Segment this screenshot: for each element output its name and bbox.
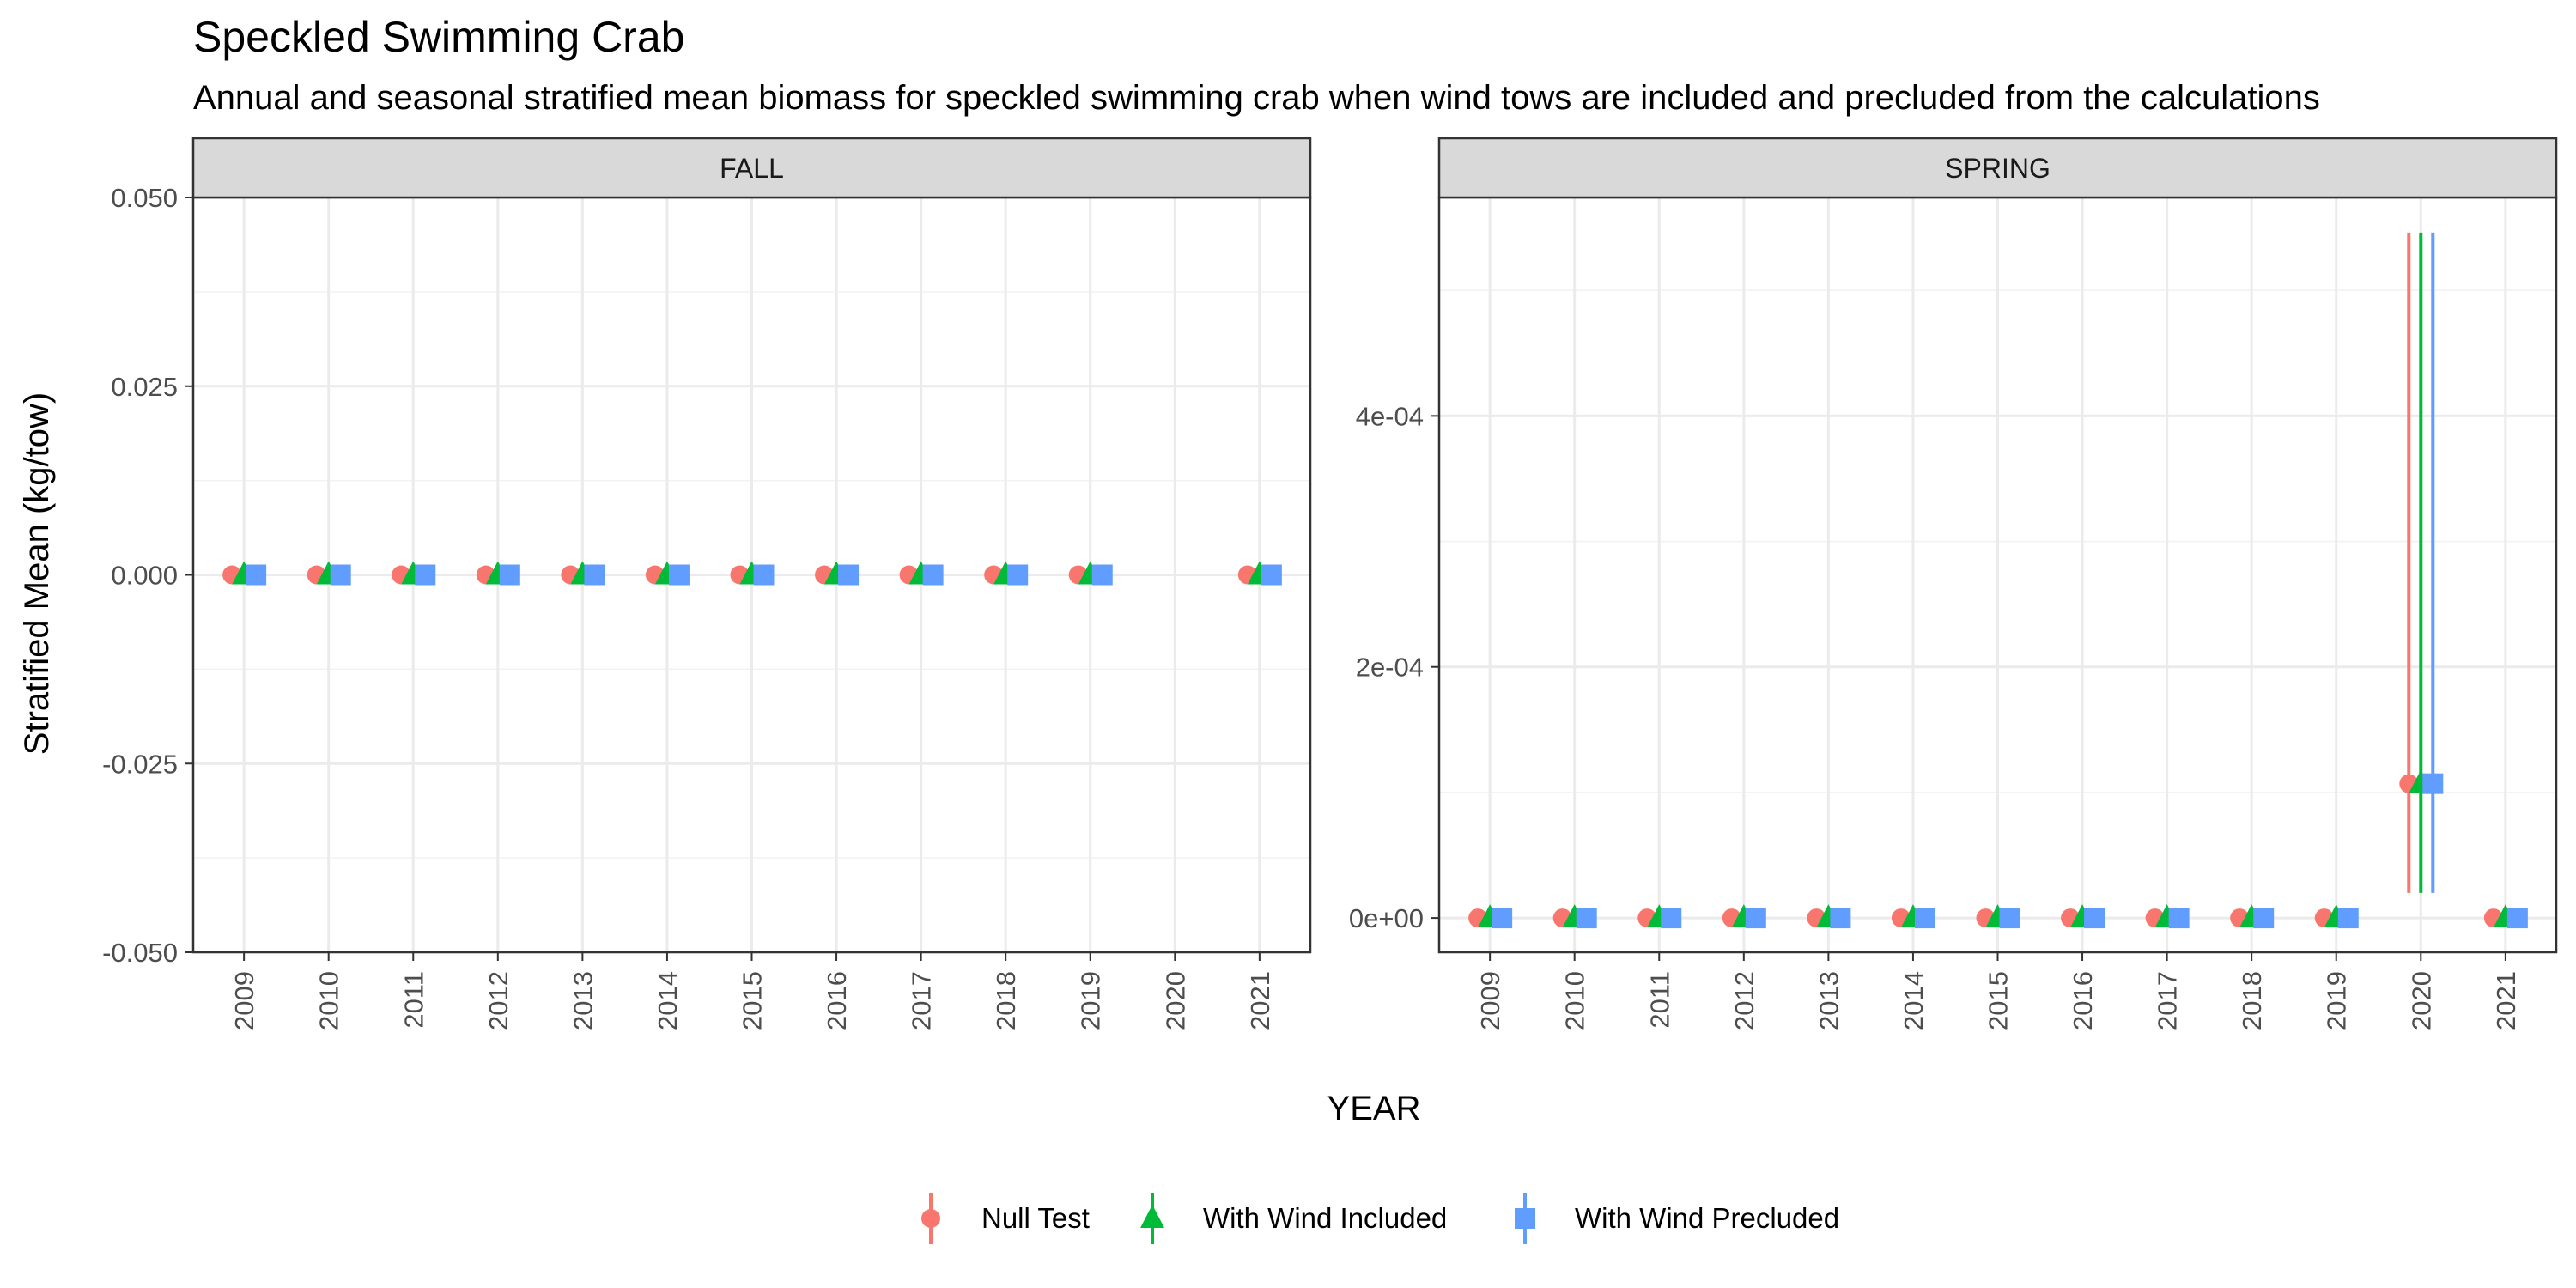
y-tick-label: 0e+00 [1349, 903, 1424, 933]
legend-key-marker [1140, 1205, 1164, 1228]
x-tick-label: 2015 [1984, 971, 2014, 1030]
chart-subtitle: Annual and seasonal stratified mean biom… [193, 79, 2320, 117]
x-tick-label: 2014 [1899, 971, 1929, 1030]
data-point [246, 564, 267, 586]
data-point [1999, 908, 2020, 929]
facet-strip-label: SPRING [1945, 153, 2050, 184]
x-tick-label: 2014 [653, 971, 683, 1030]
y-tick-label: 4e-04 [1356, 401, 1424, 431]
x-tick-label: 2013 [568, 971, 598, 1030]
x-tick-label: 2018 [2237, 971, 2267, 1030]
data-point [415, 564, 436, 586]
y-tick-label: 0.000 [111, 561, 178, 591]
panel-spring: 0e+00 2e-04 4e-04 2009 2010 2011 2012 2013 2014 2… [1349, 137, 2558, 1030]
y-tick-label: 0.050 [111, 183, 178, 213]
x-tick-label: 2019 [2322, 971, 2352, 1030]
x-tick-label: 2016 [2068, 971, 2098, 1030]
data-point [1745, 908, 1766, 929]
x-tick-label: 2012 [1729, 971, 1759, 1030]
x-tick-label: 2016 [822, 971, 852, 1030]
y-tick-label: -0.025 [102, 749, 178, 779]
legend-item: Null Test [921, 1193, 1090, 1244]
y-tick-label: 0.025 [111, 372, 178, 402]
data-point [2084, 908, 2105, 929]
data-point [584, 564, 605, 586]
x-axis-title: YEAR [1327, 1090, 1421, 1127]
facet-strip-label: FALL [720, 153, 784, 184]
chart-title: Speckled Swimming Crab [193, 13, 684, 61]
x-tick-label: 2021 [2491, 971, 2521, 1030]
legend-label: With Wind Included [1203, 1202, 1447, 1234]
data-point [1661, 908, 1682, 929]
data-point [1091, 564, 1113, 586]
data-point [2422, 773, 2444, 794]
data-point [2337, 908, 2359, 929]
x-tick-label: 2009 [1475, 971, 1505, 1030]
data-point [1830, 908, 1851, 929]
data-point [2168, 908, 2190, 929]
x-tick-label: 2019 [1076, 971, 1106, 1030]
data-point [2253, 908, 2275, 929]
data-point [922, 564, 944, 586]
legend-key-marker [1515, 1208, 1535, 1229]
x-tick-label: 2009 [229, 971, 259, 1030]
x-tick-label: 2020 [1160, 971, 1190, 1030]
panel-fall: -0.050 -0.025 0.000 0.025 0.050 2009 2010 2011 2… [102, 137, 1312, 1030]
data-point [753, 564, 775, 586]
legend-key-marker [921, 1209, 940, 1228]
x-tick-label: 2010 [314, 971, 344, 1030]
x-tick-label: 2013 [1814, 971, 1844, 1030]
data-point [330, 564, 351, 586]
y-axis-title: Stratified Mean (kg/tow) [18, 392, 56, 755]
x-tick-label: 2011 [398, 971, 428, 1029]
data-point [838, 564, 860, 586]
data-point [2506, 908, 2528, 929]
legend-label: With Wind Precluded [1575, 1202, 1839, 1234]
x-tick-label: 2011 [1644, 971, 1674, 1029]
legend-item: With Wind Precluded [1515, 1193, 1839, 1244]
legend-label: Null Test [981, 1202, 1090, 1234]
y-tick-label: -0.050 [102, 938, 178, 968]
y-tick-label: 2e-04 [1356, 653, 1424, 683]
x-tick-label: 2020 [2406, 971, 2436, 1030]
x-tick-label: 2015 [738, 971, 768, 1030]
x-tick-label: 2017 [907, 971, 937, 1030]
legend-item: With Wind Included [1140, 1193, 1447, 1244]
x-tick-label: 2010 [1560, 971, 1590, 1030]
x-tick-label: 2017 [2153, 971, 2183, 1030]
data-point [1576, 908, 1597, 929]
x-tick-label: 2012 [483, 971, 513, 1030]
data-point [668, 564, 690, 586]
data-point [1007, 564, 1029, 586]
data-point [1261, 564, 1282, 586]
data-point [1914, 908, 1935, 929]
legend: Null Test With Wind Included With Wind Pre… [921, 1193, 1839, 1244]
data-point [1492, 908, 1513, 929]
x-tick-label: 2021 [1245, 971, 1275, 1030]
facet-strip [191, 137, 1312, 199]
data-point [499, 564, 520, 586]
facet-strip [1437, 137, 2558, 199]
x-tick-label: 2018 [991, 971, 1021, 1030]
